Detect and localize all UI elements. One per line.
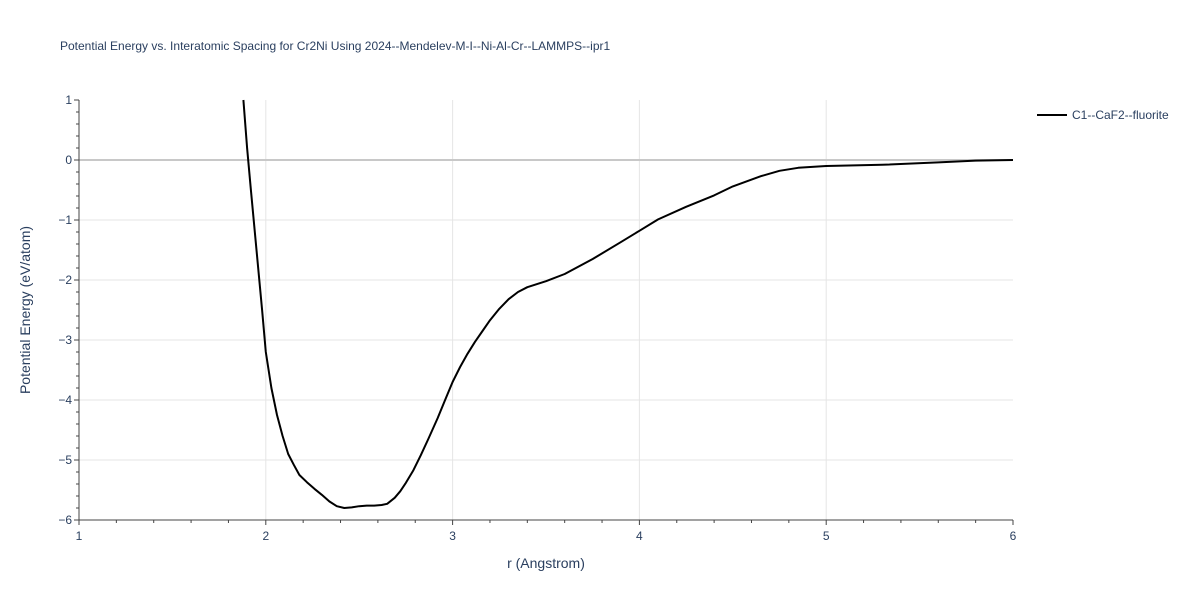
y-tick-label: −3 xyxy=(58,333,72,347)
x-tick-label: 4 xyxy=(636,529,643,543)
y-tick-label: −1 xyxy=(58,213,72,227)
y-tick-label: −4 xyxy=(58,393,72,407)
grid xyxy=(79,100,1013,520)
series-group xyxy=(242,99,1014,509)
y-tick-label: −6 xyxy=(58,513,72,527)
x-tick-label: 1 xyxy=(76,529,83,543)
x-tick-label: 3 xyxy=(449,529,456,543)
chart-title: Potential Energy vs. Interatomic Spacing… xyxy=(60,39,610,53)
x-tick-label: 2 xyxy=(262,529,269,543)
y-tick-label: −2 xyxy=(58,273,72,287)
y-tick-label: 0 xyxy=(65,153,72,167)
y-axis-label: Potential Energy (eV/atom) xyxy=(17,226,33,394)
tick-labels: 1 2 3 4 5 6 −6 −5 −4 −3 −2 −1 0 1 xyxy=(58,93,1016,543)
legend-entry-label: C1--CaF2--fluorite xyxy=(1072,108,1169,122)
legend[interactable]: C1--CaF2--fluorite xyxy=(1037,108,1169,122)
y-tick-label: 1 xyxy=(65,93,72,107)
x-tick-label: 6 xyxy=(1010,529,1017,543)
series-line[interactable] xyxy=(242,99,1014,509)
y-tick-label: −5 xyxy=(58,453,72,467)
axes xyxy=(74,99,1014,525)
x-axis-label: r (Angstrom) xyxy=(507,555,585,571)
x-tick-label: 5 xyxy=(823,529,830,543)
